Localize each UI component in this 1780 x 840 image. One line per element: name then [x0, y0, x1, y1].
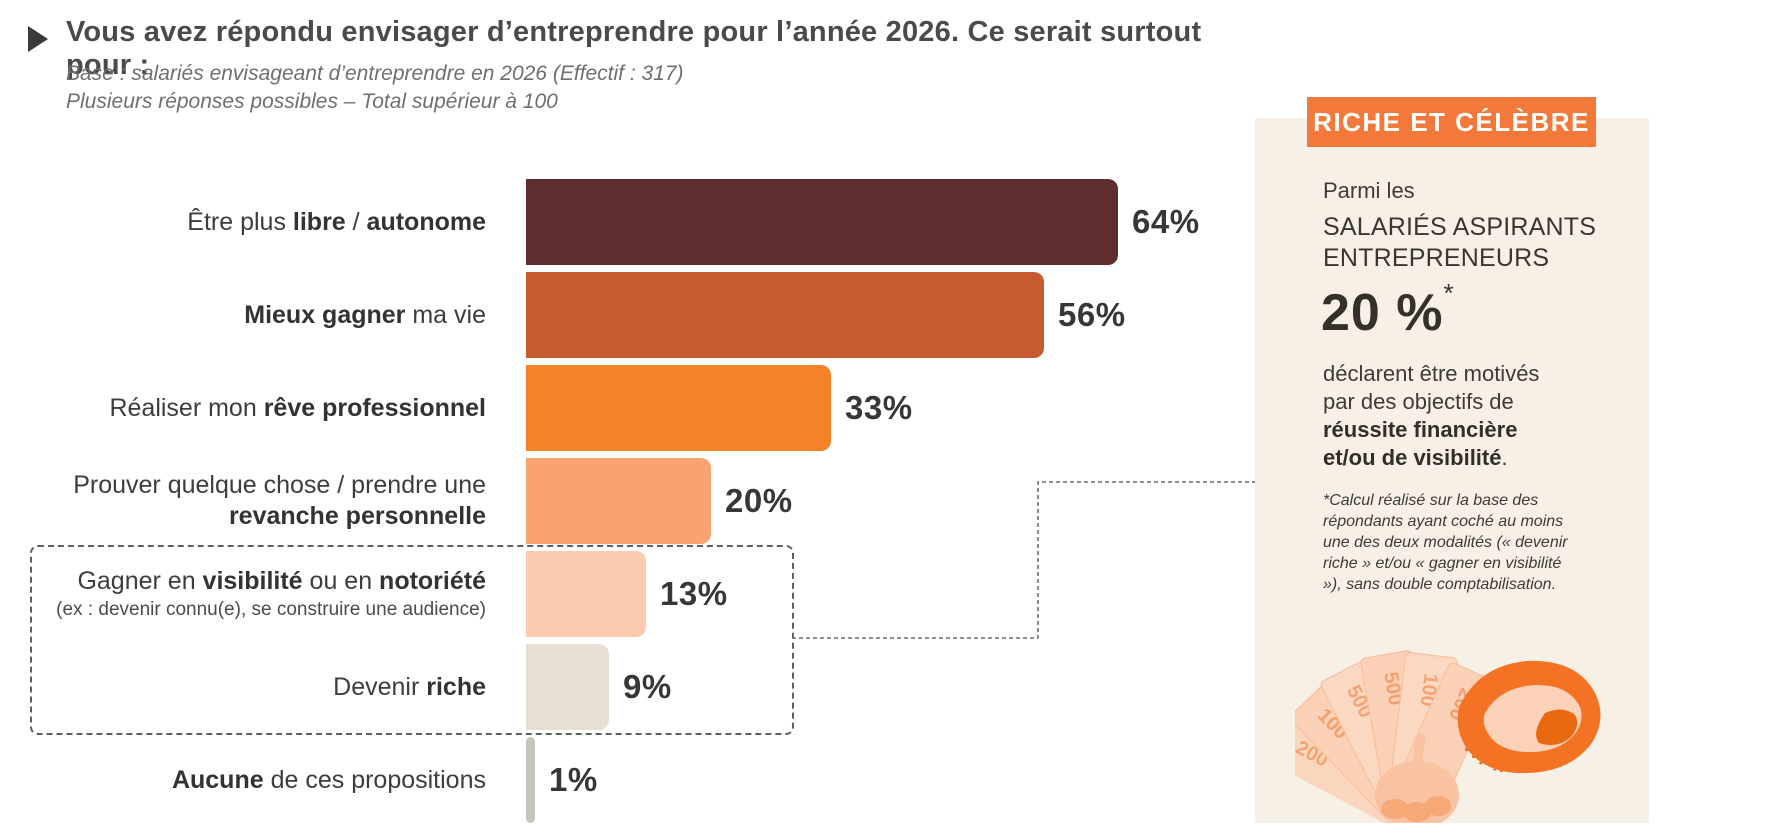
- page-title: Vous avez répondu envisager d’entreprend…: [66, 16, 1202, 81]
- bar: [526, 179, 1118, 265]
- bar-value-label: 56%: [1058, 296, 1126, 333]
- panel-stat-value: 20 %*: [1321, 278, 1455, 343]
- bar-value-label: 20%: [725, 482, 793, 519]
- bar-label-main: Être plus libre / autonome: [187, 207, 486, 236]
- bar-label: Gagner en visibilité ou en notoriété (ex …: [0, 551, 486, 637]
- panel-population-text: SALARIÉS ASPIRANTS ENTREPRENEURS: [1323, 213, 1597, 272]
- bar-label: Mieux gagner ma vie: [0, 272, 486, 358]
- bar: [526, 644, 609, 730]
- bar: [526, 737, 535, 823]
- bar-value-label: 13%: [660, 575, 728, 612]
- bar-label-main: Devenir riche: [333, 672, 486, 701]
- panel-intro-text: Parmi les: [1323, 178, 1415, 203]
- bar-label-sub: (ex : devenir connu(e), se construire un…: [56, 598, 486, 620]
- bar-label-main: Gagner en visibilité ou en notoriété: [77, 566, 486, 595]
- money-hand-illustration: 200 100 500 500 100 200: [1295, 650, 1601, 823]
- bar-chart: Être plus libre / autonome 64% Mieux gagne…: [0, 179, 1780, 839]
- chart-base-note: Base : salariés envisageant d’entreprend…: [66, 60, 966, 116]
- bar-value-label: 64%: [1132, 203, 1200, 240]
- chart-row: Prouver quelque chose / prendre une reva…: [0, 458, 1260, 544]
- bar-label: Prouver quelque chose / prendre une reva…: [0, 458, 486, 544]
- bar-label: Réaliser mon rêve professionnel: [0, 365, 486, 451]
- bar-label-main: Réaliser mon rêve professionnel: [109, 393, 486, 422]
- panel-badge: RICHE ET CÉLÈBRE: [1307, 97, 1596, 147]
- bar-label-main: Aucune de ces propositions: [171, 765, 486, 794]
- panel-description: déclarent être motivés par des objectifs…: [1323, 361, 1540, 470]
- chart-row: Être plus libre / autonome 64%: [0, 179, 1260, 265]
- bar-value-label: 1%: [549, 761, 598, 798]
- bar-value-label: 33%: [845, 389, 913, 426]
- bar: [526, 365, 831, 451]
- play-triangle-icon: [28, 26, 48, 52]
- bar-label-main: Prouver quelque chose / prendre une reva…: [73, 471, 486, 530]
- chart-row: Devenir riche 9%: [0, 644, 1260, 730]
- stat-asterisk: *: [1443, 278, 1455, 308]
- banknotes-fan: 200 100 500 500 100 200: [1295, 650, 1497, 823]
- bar: [526, 458, 711, 544]
- bar-label: Aucune de ces propositions: [0, 737, 486, 823]
- highlight-dashed-box: [30, 545, 794, 735]
- bar: [526, 551, 646, 637]
- chart-row: Mieux gagner ma vie 56%: [0, 272, 1260, 358]
- stat-number: 20 %: [1321, 284, 1444, 342]
- side-panel: Parmi les SALARIÉS ASPIRANTS ENTREPRENEU…: [1255, 118, 1649, 823]
- chart-row: Aucune de ces propositions 1%: [0, 737, 1260, 823]
- bar-label: Devenir riche: [0, 644, 486, 730]
- panel-footnote: *Calcul réalisé sur la base des répondan…: [1323, 492, 1568, 593]
- bar: [526, 272, 1044, 358]
- chart-row: Réaliser mon rêve professionnel 33%: [0, 365, 1260, 451]
- chart-row: Gagner en visibilité ou en notoriété (ex …: [0, 551, 1260, 637]
- bar-value-label: 9%: [623, 668, 672, 705]
- bar-label-main: Mieux gagner ma vie: [244, 300, 486, 329]
- base-line-2: Plusieurs réponses possibles – Total sup…: [66, 90, 558, 113]
- base-line-1: Base : salariés envisageant d’entreprend…: [66, 62, 684, 85]
- hand: [1375, 733, 1459, 823]
- bar-label: Être plus libre / autonome: [0, 179, 486, 265]
- sunglasses-lens: [1457, 660, 1601, 776]
